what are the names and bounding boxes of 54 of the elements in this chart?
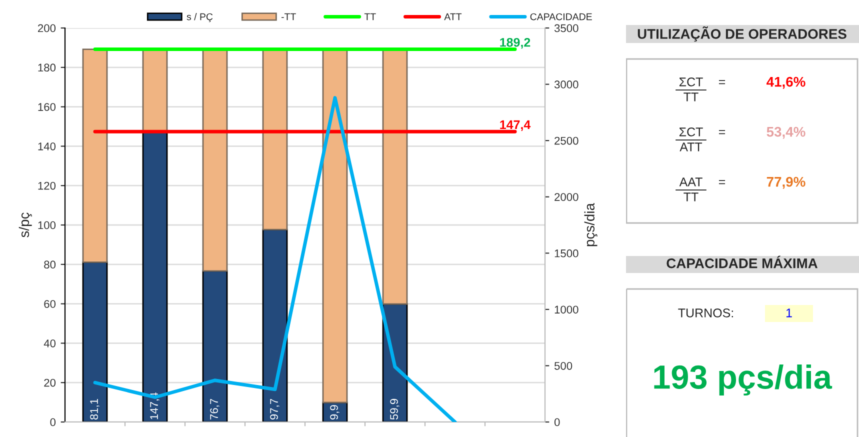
y2-tick-label: 2000	[554, 193, 578, 201]
y2-tick-label: 1500	[554, 249, 578, 258]
text: UTILIZAÇÃO DE OPERADORES	[638, 26, 846, 42]
text: 53,4%	[766, 126, 806, 139]
y2-tick-label: 2500	[554, 136, 578, 145]
text: TURNOS:	[678, 308, 733, 318]
text: ΣCT	[679, 78, 703, 86]
y-tick-label: 40	[44, 339, 56, 348]
bar	[262, 228, 288, 422]
y2-tick-label: 3000	[554, 80, 578, 88]
text: ΣCT	[679, 128, 703, 136]
text: 1	[786, 308, 792, 318]
y-tick-label: 20	[44, 378, 56, 387]
y2-tick-label: 0	[554, 418, 560, 426]
data-label: 147,4	[500, 120, 531, 131]
text: AAT	[679, 178, 702, 186]
data-label: 9,9	[330, 405, 340, 420]
y-tick-label: 0	[50, 418, 56, 426]
text: =	[718, 130, 726, 134]
y-tick-label: 140	[38, 142, 56, 150]
y-tick-label: 100	[38, 221, 56, 230]
text: ATT	[680, 142, 702, 152]
y-tick-label: 80	[44, 260, 56, 269]
data-label: 81,1	[90, 398, 100, 420]
y-tick-label: 60	[44, 300, 56, 308]
text: 41,6%	[766, 76, 806, 89]
text: CAPACIDADE MÁXIMA	[666, 256, 818, 268]
y-tick-label: 180	[38, 64, 56, 72]
data-label: 59,9	[390, 398, 400, 420]
bar	[82, 48, 108, 263]
y-tick-label: 160	[38, 103, 56, 111]
text: 77,9%	[766, 176, 806, 189]
data-label: 189,2	[500, 38, 530, 49]
bar	[202, 270, 228, 422]
legend-label: CAPACIDADE	[530, 13, 592, 20]
text: 193 pçs/dia	[654, 364, 832, 396]
data-label: 76,7	[210, 398, 220, 420]
text: TT	[684, 192, 698, 202]
text: =	[718, 180, 726, 184]
legend-label: TT	[364, 13, 376, 20]
text: TT	[684, 92, 698, 102]
text: =	[718, 80, 726, 84]
legend-label: s / PÇ	[186, 13, 213, 22]
y2-tick-label: 500	[554, 362, 572, 370]
y-tick-label: 200	[38, 24, 56, 32]
y-tick-label: 120	[38, 182, 56, 190]
bar	[82, 262, 108, 422]
y2-tick-label: 3500	[554, 24, 578, 32]
data-label: 97,7	[270, 398, 280, 420]
y-axis-title: s/pç	[18, 212, 32, 238]
legend-label: ATT	[444, 13, 462, 20]
y2-axis-title: pçs/dia	[584, 202, 598, 246]
legend-label: -TT	[281, 13, 296, 20]
y2-tick-label: 1000	[554, 306, 578, 314]
